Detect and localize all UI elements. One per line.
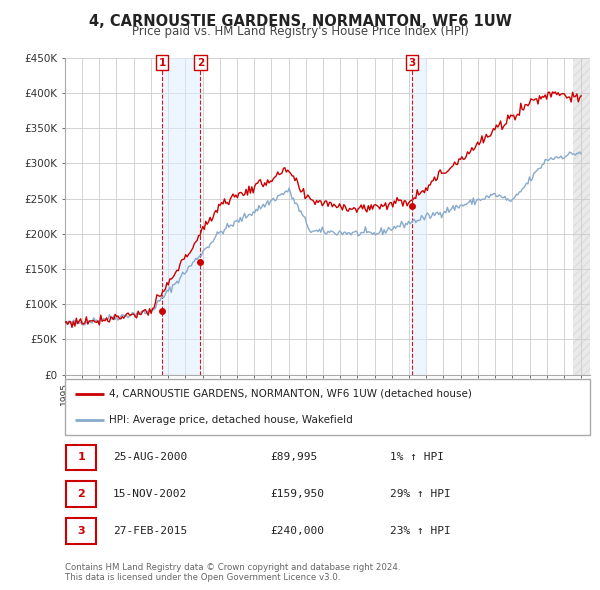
Text: £89,995: £89,995: [270, 453, 317, 462]
Text: 3: 3: [77, 526, 85, 536]
Text: 4, CARNOUSTIE GARDENS, NORMANTON, WF6 1UW: 4, CARNOUSTIE GARDENS, NORMANTON, WF6 1U…: [89, 14, 511, 28]
FancyBboxPatch shape: [65, 379, 590, 435]
Text: 25-AUG-2000: 25-AUG-2000: [113, 453, 187, 462]
Text: 27-FEB-2015: 27-FEB-2015: [113, 526, 187, 536]
Text: Contains HM Land Registry data © Crown copyright and database right 2024.
This d: Contains HM Land Registry data © Crown c…: [65, 563, 400, 582]
Text: Price paid vs. HM Land Registry's House Price Index (HPI): Price paid vs. HM Land Registry's House …: [131, 25, 469, 38]
Text: 2: 2: [197, 58, 204, 68]
Bar: [412, 58, 426, 375]
Text: 3: 3: [408, 58, 415, 68]
Text: 15-NOV-2002: 15-NOV-2002: [113, 489, 187, 499]
Text: £159,950: £159,950: [270, 489, 324, 499]
Bar: [572, 58, 590, 375]
Text: HPI: Average price, detached house, Wakefield: HPI: Average price, detached house, Wake…: [109, 415, 353, 425]
Text: 4, CARNOUSTIE GARDENS, NORMANTON, WF6 1UW (detached house): 4, CARNOUSTIE GARDENS, NORMANTON, WF6 1U…: [109, 389, 472, 399]
Text: £240,000: £240,000: [270, 526, 324, 536]
Text: 2: 2: [77, 489, 85, 499]
FancyBboxPatch shape: [67, 481, 96, 507]
FancyBboxPatch shape: [67, 518, 96, 544]
Text: 29% ↑ HPI: 29% ↑ HPI: [390, 489, 451, 499]
Text: 1% ↑ HPI: 1% ↑ HPI: [390, 453, 444, 462]
Text: 1: 1: [77, 453, 85, 462]
FancyBboxPatch shape: [67, 444, 96, 470]
Text: 1: 1: [158, 58, 166, 68]
Bar: [162, 58, 200, 375]
Text: 23% ↑ HPI: 23% ↑ HPI: [390, 526, 451, 536]
